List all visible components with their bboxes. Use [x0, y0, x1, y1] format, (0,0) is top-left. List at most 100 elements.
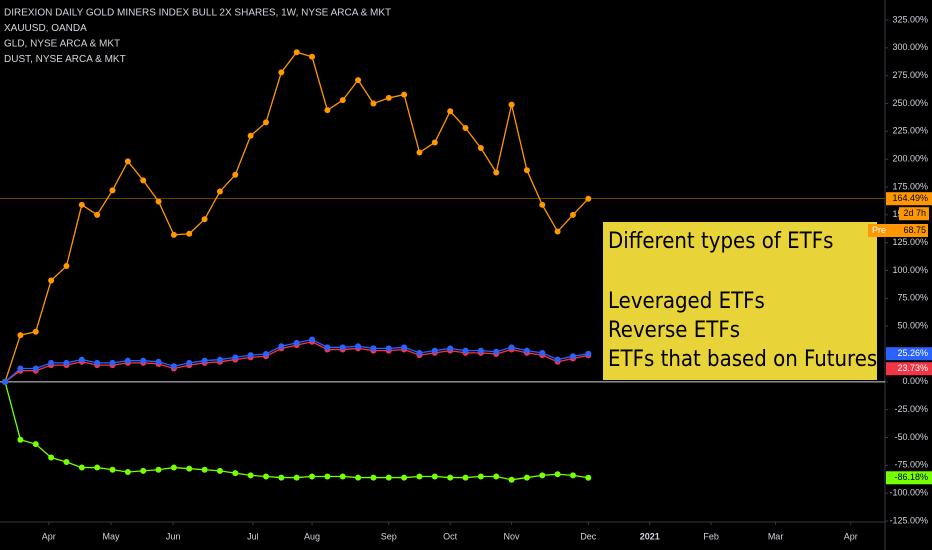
series-point [569, 211, 576, 218]
series-point [447, 345, 454, 352]
series-point [309, 473, 316, 480]
series-point [155, 466, 162, 473]
series-point [124, 158, 131, 165]
series-point [278, 69, 285, 76]
series-point [523, 167, 530, 174]
y-tick-label: 275.00% [892, 70, 928, 80]
series-point [216, 188, 223, 195]
last-value-label: 23.73% [897, 363, 928, 373]
series-point [569, 353, 576, 360]
series-point [309, 53, 316, 60]
series-point [539, 201, 546, 208]
y-tick-label: 75.00% [897, 293, 928, 303]
series-point [339, 97, 346, 104]
y-tick-label: 125.00% [892, 237, 928, 247]
x-tick-label: Apr [42, 531, 56, 541]
series-point [17, 436, 24, 443]
y-tick-label: 200.00% [892, 154, 928, 164]
series-point [385, 94, 392, 101]
y-tick-label: 325.00% [892, 14, 928, 24]
series-point [170, 464, 177, 471]
series-point [17, 332, 24, 339]
series-point [385, 345, 392, 352]
series-point [78, 464, 85, 471]
premarket-tag [868, 224, 928, 237]
series-point [401, 474, 408, 481]
x-tick-label: Sep [381, 531, 397, 541]
plot-area [0, 49, 885, 483]
series-point [262, 119, 269, 126]
series-point [508, 344, 515, 351]
y-tick-label: -75.00% [894, 460, 928, 470]
x-tick-label: Nov [504, 531, 521, 541]
series-point [140, 467, 147, 474]
series-point [447, 474, 454, 481]
series-point [569, 472, 576, 479]
y-tick-label: -50.00% [894, 432, 928, 442]
y-tick-label: -100.00% [889, 488, 928, 498]
series-point [94, 464, 101, 471]
series-point [201, 466, 208, 473]
series-point [416, 473, 423, 480]
series-point [216, 467, 223, 474]
series-point [554, 356, 561, 363]
series-point [186, 359, 193, 366]
series-point [32, 328, 39, 335]
countdown-tag [899, 207, 929, 221]
series-point [247, 352, 254, 359]
series-point [401, 344, 408, 351]
series-point [355, 343, 362, 350]
x-tick-label: Feb [703, 531, 719, 541]
x-tick-label: May [102, 531, 120, 541]
series-point [140, 357, 147, 364]
series-point [370, 474, 377, 481]
series-point [385, 474, 392, 481]
series-point [278, 343, 285, 350]
series-point [523, 474, 530, 481]
x-tick-label: Apr [844, 531, 858, 541]
series-point [232, 470, 239, 477]
last-value-tag [886, 347, 932, 361]
series-point [370, 345, 377, 352]
last-value-tag [886, 192, 932, 206]
series-point [539, 472, 546, 479]
series-point [293, 49, 300, 56]
series-point [94, 211, 101, 218]
y-tick-label: 175.00% [892, 181, 928, 191]
annotation-line: Reverse ETFs [608, 318, 740, 343]
series-point [278, 474, 285, 481]
series-point [416, 149, 423, 156]
series-point [63, 458, 70, 465]
x-tick-label: 2021 [640, 531, 660, 541]
series-point [477, 347, 484, 354]
series-point [109, 187, 116, 194]
series-point [247, 132, 254, 139]
series-point [48, 359, 55, 366]
series-point [493, 473, 500, 480]
series-point [293, 474, 300, 481]
legend-entry: DIREXION DAILY GOLD MINERS INDEX BULL 2X… [4, 8, 391, 19]
series-point [462, 124, 469, 131]
series-point [431, 347, 438, 354]
series-point [339, 344, 346, 351]
series-point [48, 454, 55, 461]
series-point [324, 473, 331, 480]
series-point [216, 356, 223, 363]
series-point [109, 359, 116, 366]
series-point [17, 365, 24, 372]
series-point [232, 171, 239, 178]
series-point [539, 349, 546, 356]
legend-entry: XAUUSD, OANDA [4, 23, 87, 34]
series-point [493, 169, 500, 176]
series-point [324, 344, 331, 351]
series-point [462, 347, 469, 354]
x-tick-label: Jun [166, 531, 181, 541]
y-tick-label: 300.00% [892, 42, 928, 52]
x-tick-label: Aug [304, 531, 320, 541]
series-point [63, 263, 70, 270]
series-point [63, 359, 70, 366]
series-point [339, 473, 346, 480]
series-point [155, 358, 162, 365]
legend-entry: GLD, NYSE ARCA & MKT [4, 39, 120, 50]
